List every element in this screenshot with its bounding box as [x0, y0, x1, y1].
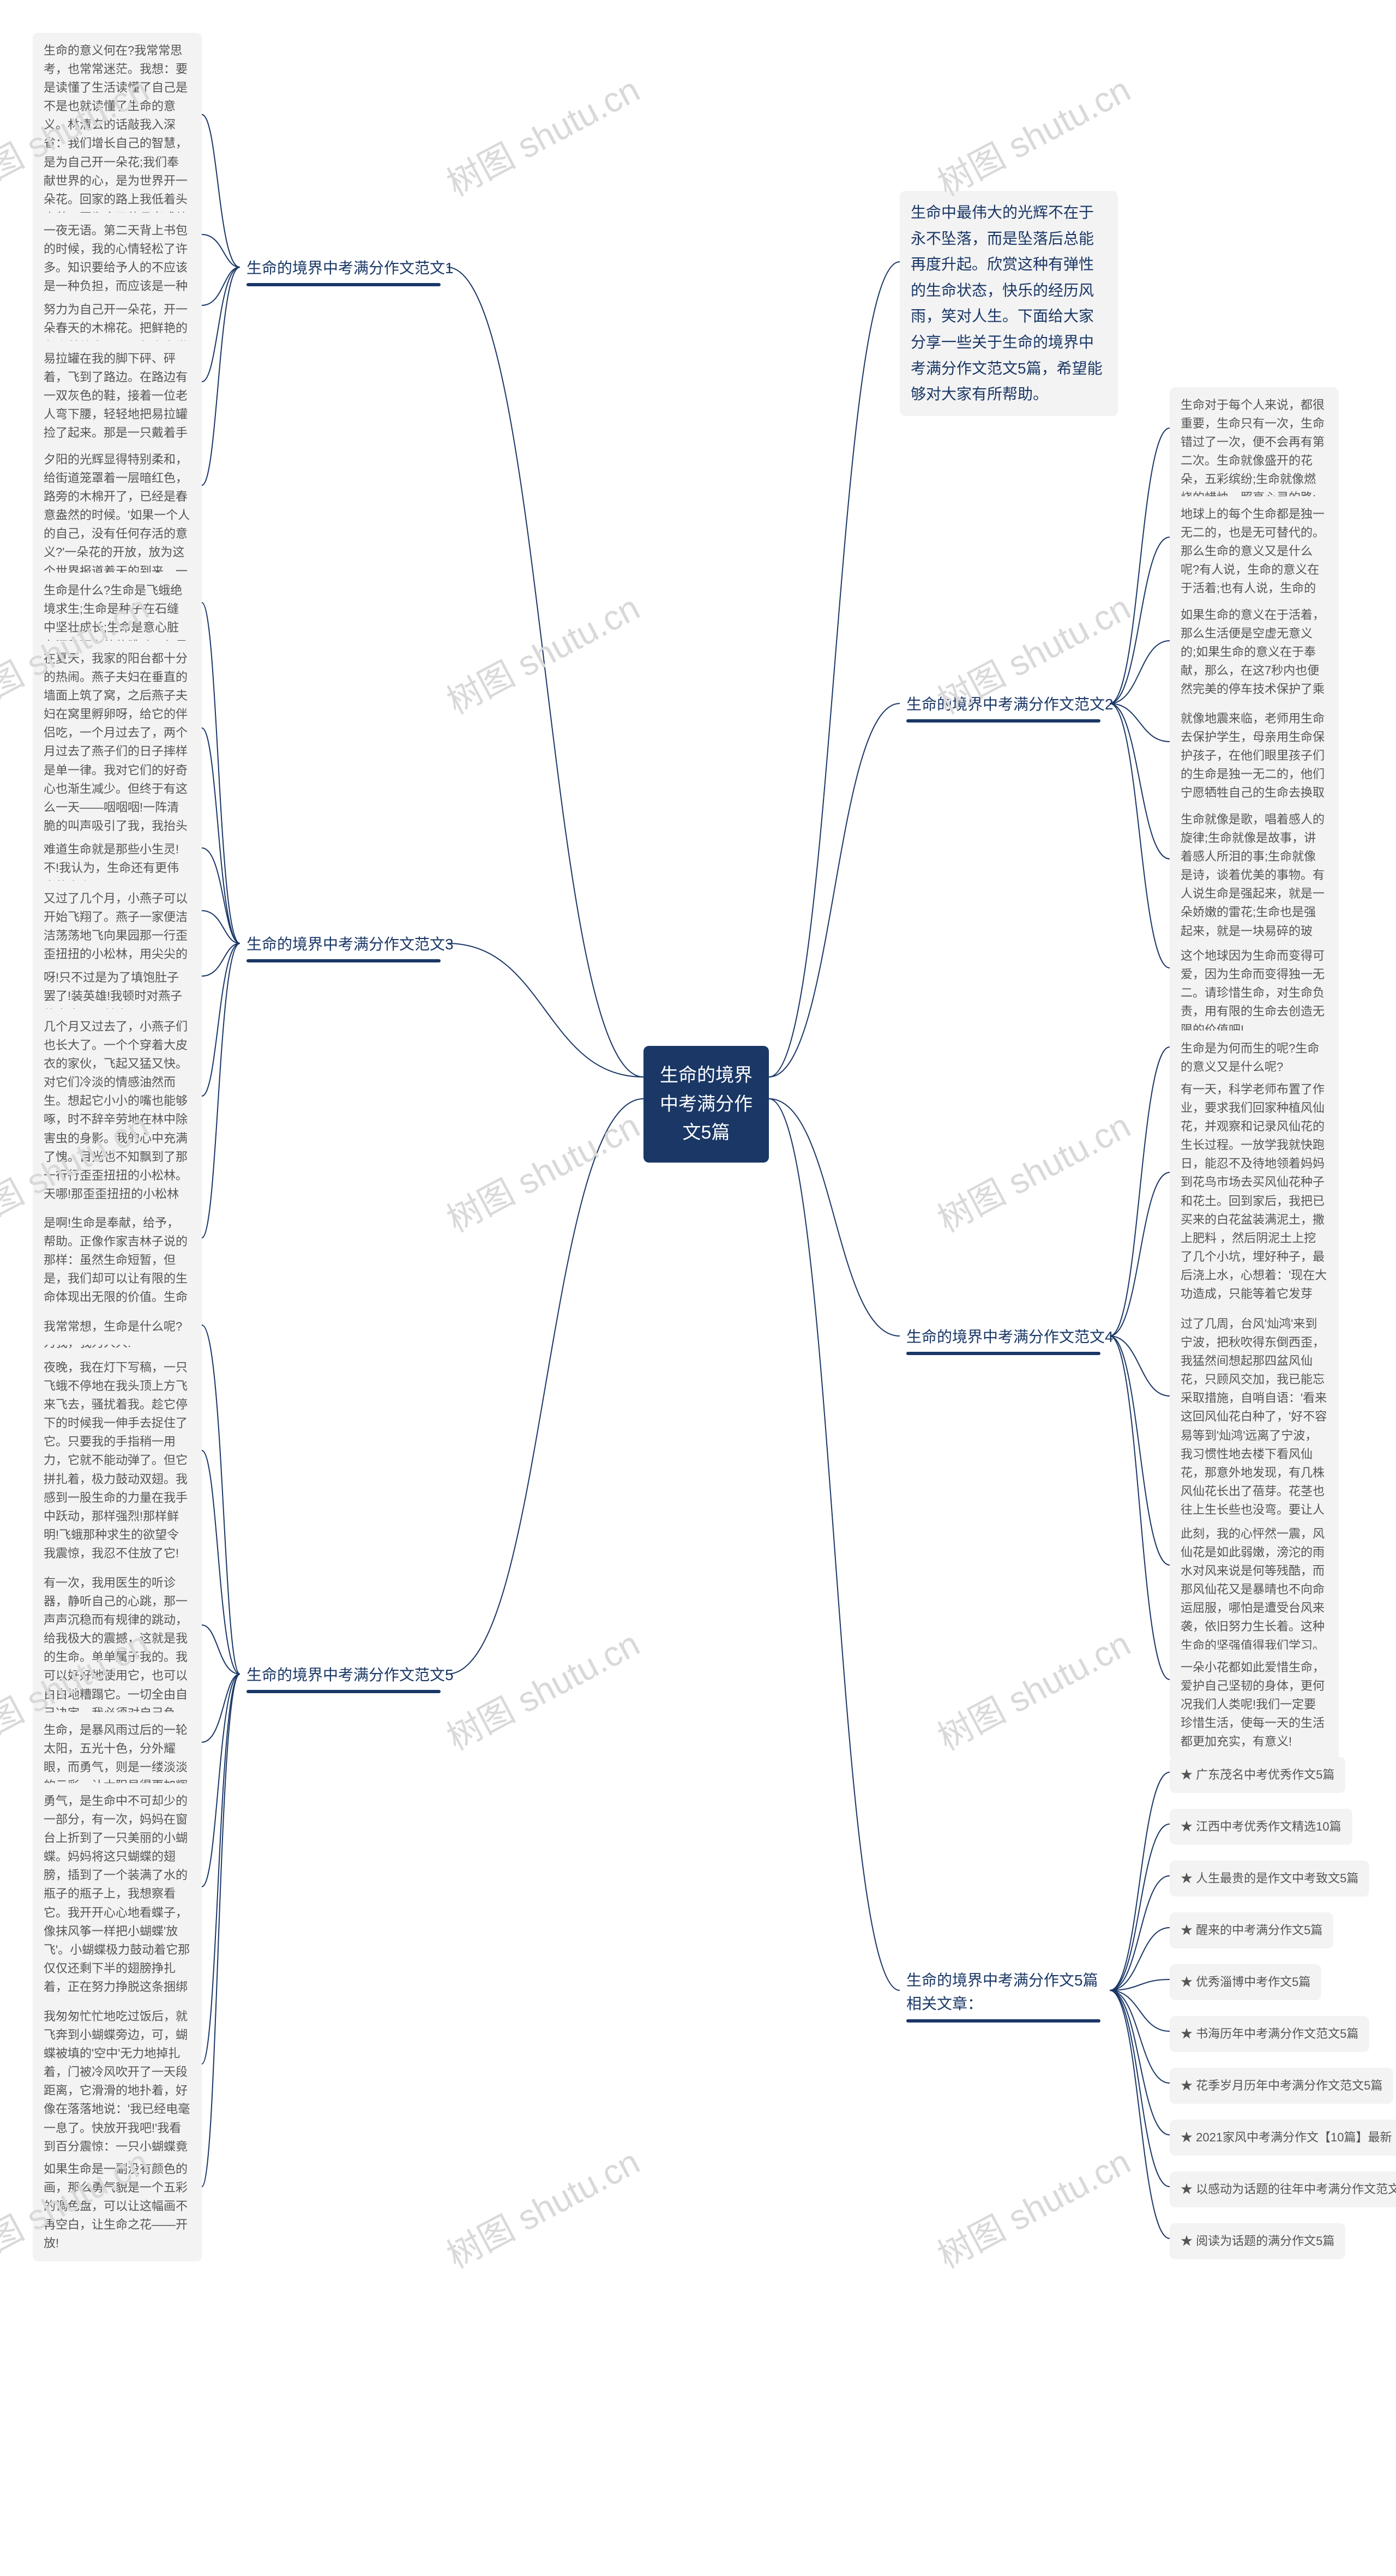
- bullet-item[interactable]: ★ 2021家风中考满分作文【10篇】最新: [1170, 2120, 1396, 2156]
- section-essay-4[interactable]: 生命的境界中考满分作文范文4: [900, 1320, 1107, 1361]
- center-node[interactable]: 生命的境界中考满分作文5篇: [643, 1046, 769, 1163]
- section-divider: [906, 1352, 1100, 1355]
- leaf: 此刻，我的心怦然一震，风仙花是如此弱嫩，滂沱的雨水对风来说是何等残酷，而那风仙花…: [1170, 1516, 1339, 1664]
- bullet-item[interactable]: ★ 花季岁月历年中考满分作文范文5篇: [1170, 2068, 1393, 2104]
- section-divider: [246, 283, 441, 286]
- bullet-item[interactable]: ★ 书海历年中考满分作文范文5篇: [1170, 2016, 1369, 2052]
- section-label: 生命的境界中考满分作文范文4: [906, 1328, 1114, 1345]
- bullet-item[interactable]: ★ 阅读为话题的满分作文5篇: [1170, 2223, 1345, 2259]
- section-divider: [246, 1690, 441, 1693]
- intro-leaf: 生命中最伟大的光辉不在于永不坠落，而是坠落后总能再度升起。欣赏这种有弹性的生命状…: [900, 191, 1118, 416]
- section-label: 生命的境界中考满分作文范文2: [906, 696, 1114, 713]
- section-divider: [906, 2019, 1100, 2023]
- leaf: 一朵小花都如此爱惜生命，爱护自己坚韧的身体，更何况我们人类呢!我们一定要珍惜生活…: [1170, 1650, 1339, 1760]
- section-divider: [906, 719, 1100, 723]
- bullet-item[interactable]: ★ 人生最贵的是作文中考致文5篇: [1170, 1861, 1369, 1897]
- section-essay-3[interactable]: 生命的境界中考满分作文范文3: [240, 927, 447, 968]
- section-related-articles[interactable]: 生命的境界中考满分作文5篇相关文章：: [900, 1963, 1107, 2028]
- bullet-item[interactable]: ★ 江西中考优秀作文精选10篇: [1170, 1809, 1352, 1845]
- bullet-item[interactable]: ★ 广东茂名中考优秀作文5篇: [1170, 1757, 1345, 1793]
- bullet-item[interactable]: ★ 优秀淄博中考作文5篇: [1170, 1964, 1321, 2000]
- bullet-item[interactable]: ★ 以感动为话题的往年中考满分作文范文5篇: [1170, 2171, 1396, 2207]
- leaf: 如果生命是一副没有颜色的画，那么勇气貌是一个五彩的调色盘，可以让这幅画不再空白，…: [33, 2151, 202, 2261]
- section-label: 生命的境界中考满分作文范文5: [246, 1666, 454, 1683]
- section-label: 生命的境界中考满分作文范文3: [246, 936, 454, 953]
- section-essay-2[interactable]: 生命的境界中考满分作文范文2: [900, 687, 1107, 728]
- section-label: 生命的境界中考满分作文范文1: [246, 260, 454, 276]
- section-label: 生命的境界中考满分作文5篇相关文章：: [906, 1972, 1098, 2012]
- section-essay-1[interactable]: 生命的境界中考满分作文范文1: [240, 251, 447, 292]
- leaf: 我常常想，生命是什么呢?: [33, 1309, 202, 1345]
- section-divider: [246, 959, 441, 962]
- section-essay-5[interactable]: 生命的境界中考满分作文范文5: [240, 1658, 447, 1699]
- mindmap-canvas: 生命的境界中考满分作文5篇 生命的境界中考满分作文范文1 生命的意义何在?我常常…: [0, 0, 1396, 2576]
- bullet-item[interactable]: ★ 醒来的中考满分作文5篇: [1170, 1912, 1333, 1948]
